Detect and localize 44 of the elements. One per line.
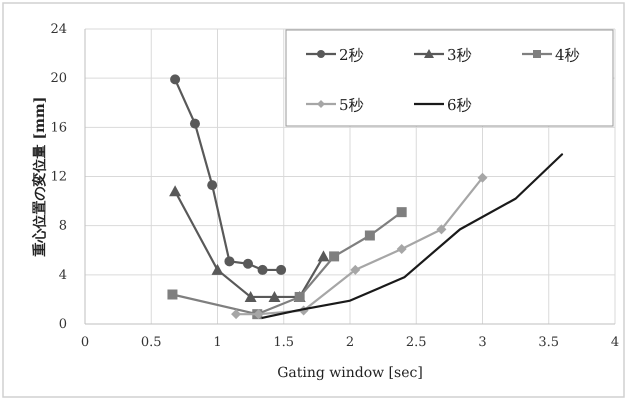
legend-label: 2秒 [339,46,364,64]
x-tick-label: 3.5 [538,335,560,350]
point [212,264,224,275]
point [207,180,218,190]
y-tick-label: 20 [50,71,67,86]
y-tick-label: 4 [58,268,67,283]
x-tick-label: 3 [478,335,487,350]
y-tick-label: 8 [58,218,67,234]
point [268,290,280,302]
x-tick-label: 0.5 [140,335,162,350]
point [242,258,253,269]
point [364,230,375,240]
legend-label: 3秒 [447,46,472,64]
point [396,244,407,254]
legend-label: 6秒 [447,96,472,114]
y-tick-label: 24 [50,22,67,37]
point [436,224,446,234]
point [231,309,242,320]
point [350,264,360,275]
point [478,172,488,183]
point [190,118,200,129]
y-tick-label: 12 [50,170,67,184]
x-tick-label: 2.5 [406,335,427,350]
y-tick-label: 16 [50,120,67,136]
point [318,250,330,262]
point [169,185,182,196]
x-tick-label: 2 [346,335,354,350]
x-axis-title: Gating window [sec] [277,365,423,381]
x-tick-label: 0 [80,335,90,350]
x-tick-label: 1.5 [273,335,294,350]
point [170,74,180,84]
y-tick-label: 0 [58,317,67,332]
point [244,290,257,302]
point [276,264,286,275]
point [329,251,340,262]
x-tick-label: 1 [213,335,222,350]
legend-label: 4秒 [555,46,580,64]
point [224,256,234,266]
point [396,207,407,218]
point [167,290,178,300]
point [258,264,268,275]
x-tick-label: 4 [610,335,620,350]
y-axis-title: 重心位置の変位量 [mm] [31,96,48,258]
legend-label: 5秒 [339,96,364,114]
